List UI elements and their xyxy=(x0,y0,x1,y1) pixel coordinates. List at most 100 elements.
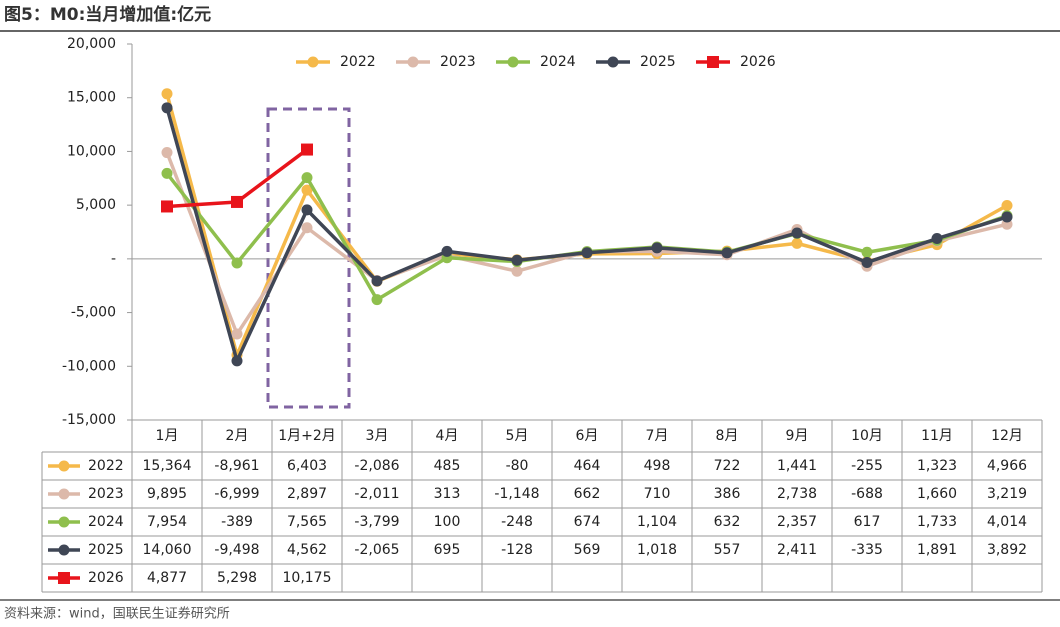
table-cell: 1,018 xyxy=(637,542,677,558)
point xyxy=(791,237,803,249)
point xyxy=(301,184,313,196)
table-cell: 662 xyxy=(574,486,601,502)
point xyxy=(161,200,173,213)
table-cell: -389 xyxy=(221,514,253,530)
table-cell: 10,175 xyxy=(283,570,332,586)
y-tick-label: 5,000 xyxy=(76,197,116,213)
x-tick-label: 1月+2月 xyxy=(278,428,336,444)
point xyxy=(511,254,523,266)
point xyxy=(301,172,313,184)
table-cell: -2,065 xyxy=(354,542,399,558)
table-cell: 632 xyxy=(714,514,741,530)
table-cell: 722 xyxy=(714,458,741,474)
table-cell: 1,660 xyxy=(917,486,957,502)
table-cell: 3,219 xyxy=(987,486,1027,502)
x-tick-label: 7月 xyxy=(646,428,669,444)
point xyxy=(861,256,873,268)
x-tick-label: 9月 xyxy=(786,428,809,444)
table-marker xyxy=(58,572,70,584)
legend-marker xyxy=(307,56,319,68)
x-tick-label: 11月 xyxy=(921,428,953,444)
table-cell: 4,877 xyxy=(147,570,187,586)
point xyxy=(231,257,243,269)
series-line xyxy=(165,107,1008,363)
y-tick-label: 10,000 xyxy=(67,143,116,159)
x-tick-label: 8月 xyxy=(716,428,739,444)
table-cell: 1,323 xyxy=(917,458,957,474)
table-cell: 1,891 xyxy=(917,542,957,558)
point xyxy=(1001,211,1013,223)
point xyxy=(791,227,803,239)
point xyxy=(371,294,383,306)
y-tick-label: 15,000 xyxy=(67,90,116,106)
table-cell: 485 xyxy=(434,458,461,474)
legend-label: 2023 xyxy=(440,54,476,70)
point xyxy=(161,88,173,100)
legend-label: 2026 xyxy=(740,54,776,70)
table-cell: 2,411 xyxy=(777,542,817,558)
table-cell: 674 xyxy=(574,514,601,530)
table-cell: -3,799 xyxy=(354,514,399,530)
table-cell: -248 xyxy=(501,514,533,530)
table-series-name: 2023 xyxy=(88,486,124,502)
point xyxy=(231,355,243,367)
point xyxy=(231,195,243,208)
table-cell: 557 xyxy=(714,542,741,558)
table-cell: 4,562 xyxy=(287,542,327,558)
y-tick-label: - xyxy=(111,251,116,267)
point xyxy=(161,102,173,114)
table-cell: 313 xyxy=(434,486,461,502)
table-cell: 498 xyxy=(644,458,671,474)
x-tick-label: 2月 xyxy=(226,428,249,444)
table-marker xyxy=(58,488,70,500)
table-cell: -128 xyxy=(501,542,533,558)
table-cell: 15,364 xyxy=(143,458,192,474)
point xyxy=(441,245,453,257)
table-cell: 464 xyxy=(574,458,601,474)
table-cell: 7,565 xyxy=(287,514,327,530)
table-cell: 1,104 xyxy=(637,514,677,530)
point xyxy=(301,204,313,216)
table-series-name: 2024 xyxy=(88,514,124,530)
table-cell: -9,498 xyxy=(214,542,259,558)
table-cell: -688 xyxy=(851,486,883,502)
table-cell: -6,999 xyxy=(214,486,259,502)
table-cell: 1,441 xyxy=(777,458,817,474)
table-cell: 617 xyxy=(854,514,881,530)
chart-title: 图5：M0:当月增加值:亿元 xyxy=(4,4,211,25)
point xyxy=(1001,200,1013,212)
table-series-name: 2022 xyxy=(88,458,124,474)
legend-label: 2022 xyxy=(340,54,376,70)
y-tick-label: -15,000 xyxy=(62,412,116,428)
legend-marker xyxy=(507,56,519,68)
table-marker xyxy=(58,544,70,556)
point xyxy=(161,167,173,179)
x-tick-label: 3月 xyxy=(366,428,389,444)
table-cell: 2,897 xyxy=(287,486,327,502)
table-cell: 9,895 xyxy=(147,486,187,502)
table-cell: 695 xyxy=(434,542,461,558)
point xyxy=(721,247,733,259)
point xyxy=(511,265,523,277)
table-cell: 4,014 xyxy=(987,514,1027,530)
x-tick-label: 12月 xyxy=(991,428,1023,444)
table-cell: 100 xyxy=(434,514,461,530)
table-cell: 2,357 xyxy=(777,514,817,530)
legend-marker xyxy=(707,56,719,68)
point xyxy=(231,328,243,340)
table-cell: 1,733 xyxy=(917,514,957,530)
legend-label: 2024 xyxy=(540,54,576,70)
table-cell: 5,298 xyxy=(217,570,257,586)
series-line xyxy=(165,93,1008,357)
table-cell: -255 xyxy=(851,458,883,474)
table-cell: -335 xyxy=(851,542,883,558)
point xyxy=(371,275,383,287)
table-series-name: 2026 xyxy=(88,570,124,586)
table-cell: -2,011 xyxy=(354,486,399,502)
table-cell: 710 xyxy=(644,486,671,502)
table-cell: 6,403 xyxy=(287,458,327,474)
table-marker xyxy=(58,460,70,472)
table-cell: 4,966 xyxy=(987,458,1027,474)
point xyxy=(161,147,173,159)
